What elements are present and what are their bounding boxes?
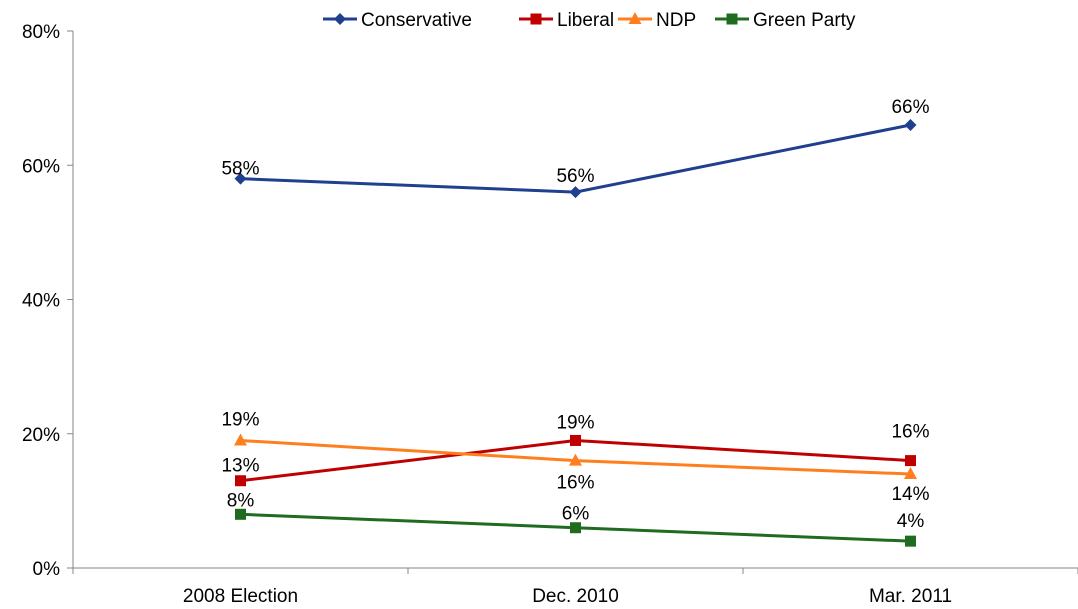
data-label: 6% — [562, 504, 590, 525]
y-tick-label: 40% — [22, 291, 60, 312]
legend-marker — [530, 13, 542, 25]
data-label: 16% — [891, 422, 929, 443]
legend-label: Conservative — [361, 10, 472, 31]
series-layer — [234, 118, 917, 547]
legend-label: NDP — [656, 10, 696, 31]
data-point — [570, 434, 581, 446]
data-label: 58% — [221, 159, 259, 180]
data-labels: 58% 56% 66% 13% 19% 16% 19% 16% 14% 8% 6% 4% — [221, 97, 929, 532]
data-point — [234, 172, 247, 185]
data-label: 8% — [227, 490, 255, 511]
data-label: 19% — [556, 412, 594, 433]
legend-label: Green Party — [753, 10, 856, 31]
data-point — [905, 535, 916, 547]
axes: 0% 20% 40% 60% 80% 2008 Election Dec. 2010 Mar.… — [22, 22, 1078, 607]
data-label: 4% — [897, 511, 925, 532]
legend-marker — [334, 13, 346, 25]
legend: Conservative Liberal NDP Green Party — [323, 10, 856, 31]
data-label: 16% — [556, 473, 594, 494]
legend-item: Green Party — [715, 10, 856, 31]
legend-item: Liberal — [519, 10, 614, 31]
x-tick-label: 2008 Election — [183, 586, 298, 607]
x-tick-label: Dec. 2010 — [532, 586, 619, 607]
data-point — [235, 508, 246, 520]
data-label: 66% — [891, 97, 929, 118]
series-conservative — [234, 118, 917, 199]
data-label: 19% — [221, 409, 259, 430]
legend-item: Conservative — [323, 10, 472, 31]
series-liberal — [235, 434, 916, 487]
y-tick-label: 0% — [33, 559, 61, 580]
data-point — [905, 455, 916, 467]
data-point — [904, 118, 917, 131]
data-label: 56% — [556, 166, 594, 187]
data-point — [234, 433, 247, 446]
data-point — [569, 186, 582, 199]
series-ndp — [234, 433, 917, 480]
data-point — [569, 453, 582, 466]
y-tick-label: 60% — [22, 156, 60, 177]
data-point — [904, 467, 917, 480]
legend-label: Liberal — [557, 10, 614, 31]
x-tick-label: Mar. 2011 — [869, 586, 952, 607]
legend-marker — [628, 12, 642, 24]
series-green-party — [235, 508, 916, 547]
y-tick-label: 20% — [22, 425, 60, 446]
data-point — [235, 475, 246, 487]
data-label: 14% — [891, 484, 929, 505]
data-point — [570, 522, 581, 534]
data-label: 13% — [221, 456, 259, 477]
legend-marker — [726, 13, 738, 25]
legend-item: NDP — [618, 10, 696, 31]
y-tick-label: 80% — [22, 22, 60, 43]
